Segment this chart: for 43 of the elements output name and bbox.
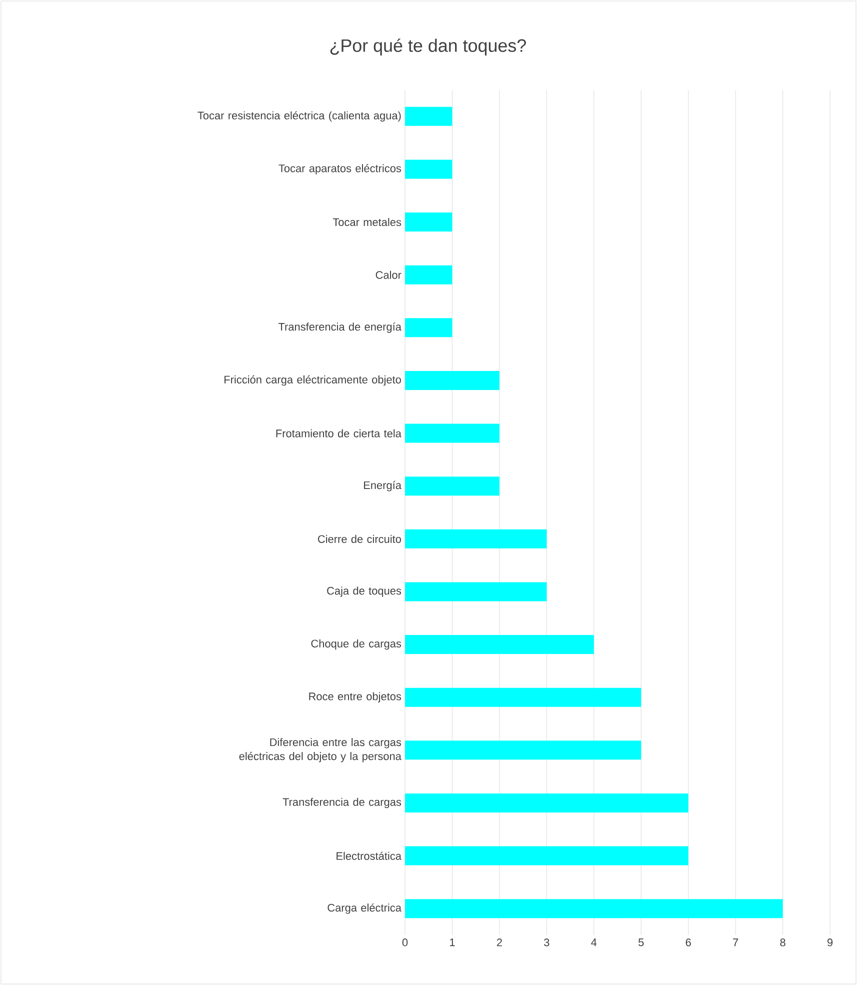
y-tick-label: Diferencia entre las cargas eléctricas del objeto y la persona (239, 738, 402, 762)
x-tick-label: 1 (450, 938, 455, 946)
bar (405, 106, 452, 126)
x-tick-label: 7 (733, 938, 738, 946)
x-tick-label: 3 (544, 938, 550, 946)
x-tick-label: 9 (827, 938, 833, 946)
bar (405, 370, 500, 390)
x-tick-label: 6 (686, 938, 691, 946)
y-tick-label: Caja de toques (327, 586, 402, 597)
bar (405, 318, 452, 338)
x-tick-label: 0 (402, 938, 408, 946)
bar (405, 582, 547, 602)
bar (405, 635, 594, 654)
bar (405, 160, 452, 179)
y-tick-label: Electrostática (336, 852, 402, 860)
y-tick-label: Calor (376, 270, 402, 279)
bar (405, 846, 688, 866)
y-tick-label: Frotamiento de cierta tela (276, 429, 402, 438)
bar (405, 740, 642, 760)
y-tick-label: Energía (364, 480, 402, 492)
bar (405, 529, 547, 548)
y-tick-label: Choque de cargas (311, 639, 402, 650)
y-tick-label: Fricción carga eléctricamente objeto (224, 375, 401, 386)
y-tick-label: Carga eléctrica (328, 903, 402, 914)
bar (405, 265, 452, 284)
y-tick-label: Cierre de circuito (318, 534, 401, 543)
y-tick-label: Transferencia de cargas (282, 798, 402, 808)
bar (405, 212, 452, 232)
x-tick-label: 8 (780, 938, 786, 946)
x-tick-label: 5 (638, 938, 644, 946)
bar (405, 476, 500, 496)
x-tick-label: 4 (591, 938, 597, 946)
bar (405, 793, 688, 812)
y-tick-label: Roce entre objetos (309, 692, 402, 702)
bar (405, 424, 500, 443)
chart-title: ¿Por qué te dan toques? (330, 38, 526, 56)
bar (405, 899, 783, 918)
y-tick-label: Tocar metales (332, 218, 402, 226)
y-tick-label: Transferencia de energía (278, 322, 402, 333)
x-tick-label: 2 (496, 938, 502, 946)
y-tick-label: Tocar aparatos eléctricos (278, 164, 402, 174)
bar (405, 688, 642, 707)
y-tick-label: Tocar resistencia eléctrica (calienta agua) (198, 111, 401, 122)
